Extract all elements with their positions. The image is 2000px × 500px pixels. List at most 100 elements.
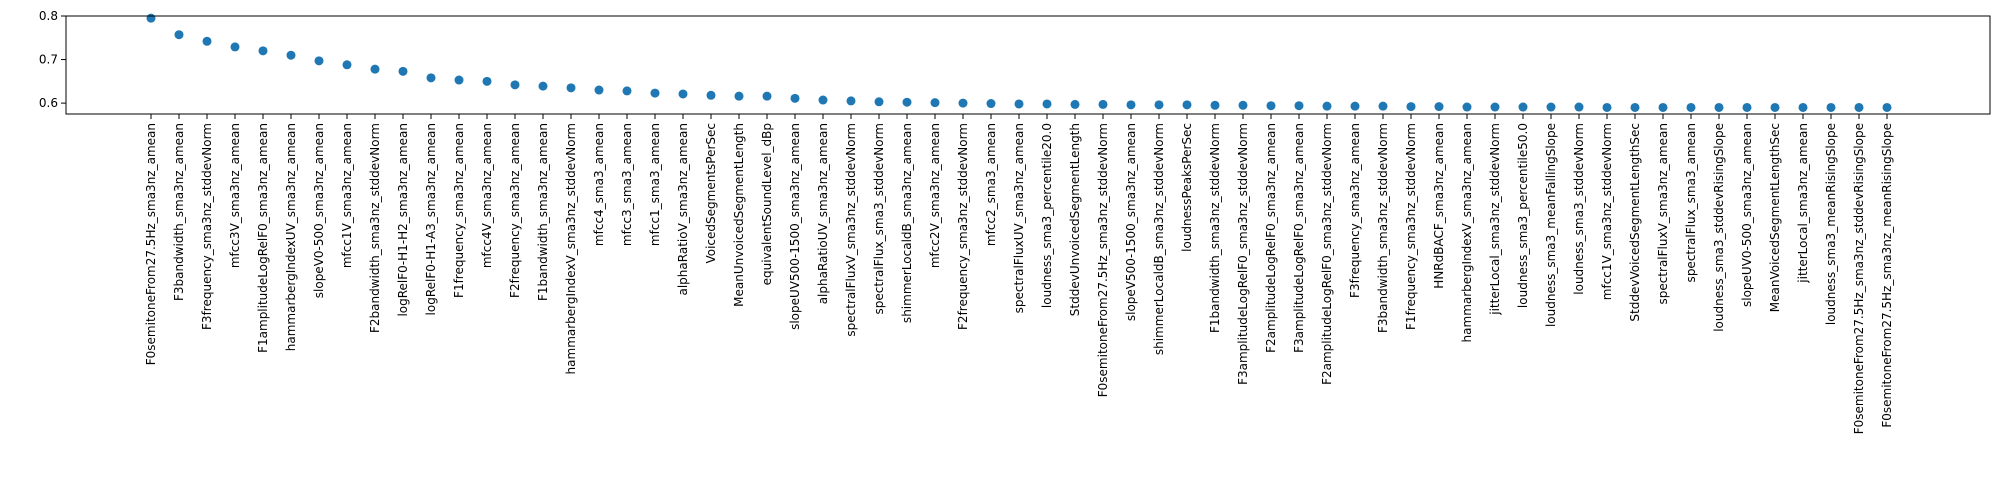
x-tick-label: F3bandwidth_sma3nz_stddevNorm: [1376, 123, 1390, 333]
x-tick-label: mfcc2_sma3_amean: [984, 123, 998, 246]
x-tick-label: spectralFluxV_sma3nz_amean: [1656, 123, 1670, 305]
x-tick-label: StddevVoicedSegmentLengthSec: [1628, 123, 1642, 322]
y-tick-label: 0.8: [39, 9, 58, 23]
x-tick-label: jitterLocal_sma3nz_amean: [1796, 123, 1810, 284]
x-tick-label: mfcc3V_sma3nz_amean: [228, 123, 242, 268]
x-tick-label: F1bandwidth_sma3nz_stddevNorm: [1208, 123, 1222, 333]
y-tick-label: 0.6: [39, 96, 58, 110]
x-tick-label: loudness_sma3_percentile20.0: [1040, 123, 1054, 308]
data-point: [202, 36, 212, 46]
x-tick-label: logRelF0-H1-H2_sma3nz_amean: [396, 123, 410, 317]
data-points: [146, 13, 1892, 112]
x-tick-label: shimmerLocaldB_sma3nz_amean: [900, 123, 914, 323]
x-tick-label: VoicedSegmentsPerSec: [704, 123, 718, 264]
data-point: [538, 81, 548, 91]
x-tick-label: F3frequency_sma3nz_amean: [1348, 123, 1362, 298]
x-tick-label: F2amplitudeLogRelF0_sma3nz_amean: [1264, 123, 1278, 353]
data-point: [342, 60, 352, 70]
x-tick-label: HNRdBACF_sma3nz_amean: [1432, 123, 1446, 289]
data-point: [958, 98, 968, 108]
data-point: [1238, 100, 1248, 110]
data-point: [230, 42, 240, 52]
x-tick-label: loudness_sma3_percentile50.0: [1516, 123, 1530, 308]
data-point: [1770, 102, 1780, 112]
data-point: [370, 64, 380, 74]
x-tick-label: F3amplitudeLogRelF0_sma3nz_amean: [1292, 123, 1306, 353]
x-tick-label: F1frequency_sma3nz_stddevNorm: [1404, 123, 1418, 330]
data-point: [790, 93, 800, 103]
data-point: [1014, 99, 1024, 109]
data-point: [1126, 100, 1136, 110]
x-tick-label: alphaRatioV_sma3nz_amean: [676, 123, 690, 296]
x-tick-label: mfcc1V_sma3nz_stddevNorm: [1600, 123, 1614, 300]
data-point: [1798, 102, 1808, 112]
data-point: [1490, 102, 1500, 112]
x-tick-label: mfcc2V_sma3nz_amean: [928, 123, 942, 268]
x-tick-label: F3bandwidth_sma3nz_amean: [172, 123, 186, 301]
data-point: [146, 13, 156, 23]
x-axis: F0semitoneFrom27.5Hz_sma3nz_amean F3bandw…: [144, 114, 1894, 434]
x-tick-label: MeanVoicedSegmentLengthSec: [1768, 123, 1782, 312]
data-point: [1098, 99, 1108, 109]
data-point: [1266, 101, 1276, 111]
x-tick-label: shimmerLocaldB_sma3nz_stddevNorm: [1152, 123, 1166, 355]
x-tick-label: F2frequency_sma3nz_stddevNorm: [956, 123, 970, 330]
x-tick-label: F0semitoneFrom27.5Hz_sma3nz_amean: [144, 123, 158, 365]
data-point: [1350, 101, 1360, 111]
data-point: [1070, 99, 1080, 109]
x-tick-label: equivalentSoundLevel_dBp: [760, 123, 774, 285]
x-tick-label: F3frequency_sma3nz_stddevNorm: [200, 123, 214, 330]
x-tick-label: spectralFlux_sma3_amean: [1684, 123, 1698, 282]
x-tick-label: slopeUV0-500_sma3nz_amean: [1740, 123, 1754, 307]
data-point: [426, 73, 436, 83]
data-point: [846, 96, 856, 106]
data-point: [510, 80, 520, 90]
x-tick-label: loudness_sma3_meanFallingSlope: [1544, 123, 1558, 327]
plot-frame: [65, 15, 1991, 115]
data-point: [1518, 102, 1528, 112]
x-tick-label: F1frequency_sma3nz_amean: [452, 123, 466, 298]
x-tick-label: loudnessPeaksPerSec: [1180, 123, 1194, 252]
data-point: [1602, 102, 1612, 112]
x-tick-label: mfcc4_sma3_amean: [592, 123, 606, 246]
x-tick-label: slopeV500-1500_sma3nz_amean: [1124, 123, 1138, 321]
data-point: [1042, 99, 1052, 109]
y-axis: 0.6 0.7 0.8: [39, 9, 66, 110]
x-tick-label: F2amplitudeLogRelF0_sma3nz_stddevNorm: [1320, 123, 1334, 385]
x-tick-label: mfcc1V_sma3nz_amean: [340, 123, 354, 268]
x-tick-label: alphaRatioUV_sma3nz_amean: [816, 123, 830, 304]
x-tick-label: loudness_sma3_stddevRisingSlope: [1712, 123, 1726, 332]
x-tick-label: F0semitoneFrom27.5Hz_sma3nz_meanRisingSl…: [1880, 123, 1894, 428]
data-point: [1182, 100, 1192, 110]
data-point: [398, 66, 408, 76]
data-point: [1574, 102, 1584, 112]
x-tick-label: jitterLocal_sma3nz_stddevNorm: [1488, 123, 1502, 316]
data-point: [1294, 101, 1304, 111]
data-point: [454, 75, 464, 85]
data-point: [482, 76, 492, 86]
y-tick-label: 0.7: [39, 53, 58, 67]
x-tick-label: loudness_sma3_stddevNorm: [1572, 123, 1586, 295]
data-point: [762, 91, 772, 101]
data-point: [1434, 102, 1444, 112]
data-point: [650, 88, 660, 98]
data-point: [258, 46, 268, 56]
data-point: [1462, 102, 1472, 112]
x-tick-label: MeanUnvoicedSegmentLength: [732, 123, 746, 307]
x-tick-label: loudness_sma3_meanRisingSlope: [1824, 123, 1838, 325]
x-tick-label: spectralFluxUV_sma3nz_amean: [1012, 123, 1026, 313]
data-point: [1686, 102, 1696, 112]
x-tick-label: F0semitoneFrom27.5Hz_sma3nz_stddevRising…: [1852, 123, 1866, 434]
x-tick-label: slopeV0-500_sma3nz_amean: [312, 123, 326, 298]
data-point: [1714, 102, 1724, 112]
data-point: [1630, 102, 1640, 112]
data-point: [1658, 102, 1668, 112]
x-tick-label: logRelF0-H1-A3_sma3nz_amean: [424, 123, 438, 315]
data-point: [1826, 102, 1836, 112]
x-tick-label: hammarbergIndexUV_sma3nz_amean: [284, 123, 298, 351]
x-tick-label: F1amplitudeLogRelF0_sma3nz_amean: [256, 123, 270, 353]
x-tick-label: F3amplitudeLogRelF0_sma3nz_stddevNorm: [1236, 123, 1250, 385]
x-tick-label: F0semitoneFrom27.5Hz_sma3nz_stddevNorm: [1096, 123, 1110, 397]
data-point: [1882, 102, 1892, 112]
